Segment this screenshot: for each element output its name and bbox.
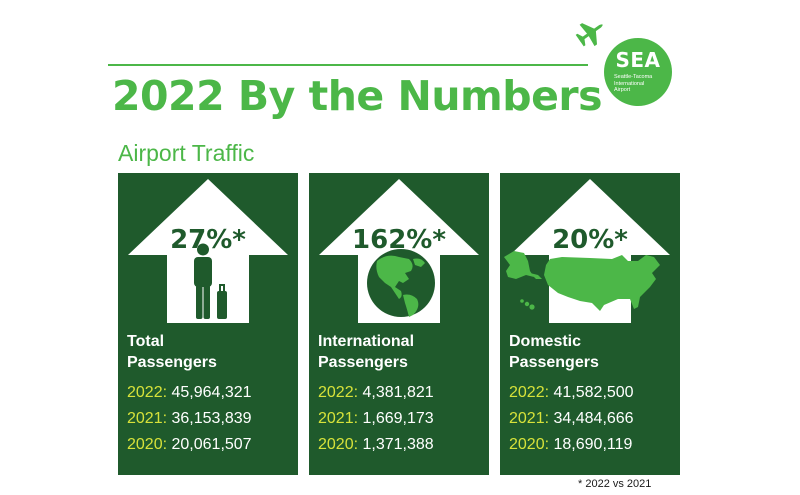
stats-list: 2022: 45,964,321 2021: 36,153,839 2020: … [127, 380, 252, 458]
stat-row: 2021: 36,153,839 [127, 406, 252, 432]
international-passengers-card: 162%* International Passengers 2022: 4,3… [309, 173, 489, 475]
footnote: * 2022 vs 2021 [578, 478, 652, 490]
stat-value: 4,381,821 [362, 384, 434, 401]
stat-year: 2020: [509, 436, 550, 453]
card-label: Domestic Passengers [509, 331, 599, 373]
stat-value: 36,153,839 [171, 410, 252, 427]
stat-year: 2022: [127, 384, 168, 401]
stat-year: 2021: [509, 410, 550, 427]
page-title: 2022 By the Numbers [112, 72, 603, 120]
sea-logo: SEA Seattle-Tacoma International Airport [604, 38, 672, 106]
stat-value: 1,669,173 [362, 410, 434, 427]
card-label-line2: Passengers [509, 354, 599, 371]
total-passengers-card: 27%* Total Passengers 2022: 45,964,321 2… [118, 173, 298, 475]
header-rule [108, 64, 588, 66]
stat-row: 2021: 34,484,666 [509, 406, 634, 432]
stat-year: 2022: [318, 384, 359, 401]
card-label: Total Passengers [127, 331, 217, 373]
stat-year: 2022: [509, 384, 550, 401]
stat-value: 34,484,666 [553, 410, 634, 427]
stat-value: 1,371,388 [362, 436, 434, 453]
globe-icon [367, 249, 435, 317]
percent-change: 20%* [552, 225, 628, 255]
section-title: Airport Traffic [118, 140, 255, 166]
stat-row: 2020: 1,371,388 [318, 432, 434, 458]
logo-name: Seattle-Tacoma International Airport [614, 74, 653, 93]
stat-row: 2021: 1,669,173 [318, 406, 434, 432]
card-label-line1: International [318, 333, 415, 350]
stat-year: 2021: [127, 410, 168, 427]
stats-list: 2022: 41,582,500 2021: 34,484,666 2020: … [509, 380, 634, 458]
stat-row: 2022: 41,582,500 [509, 380, 634, 406]
stat-value: 41,582,500 [553, 384, 634, 401]
stat-value: 20,061,507 [171, 436, 252, 453]
stat-year: 2021: [318, 410, 359, 427]
card-label: International Passengers [318, 331, 414, 373]
us-map-icon [504, 251, 660, 311]
stat-year: 2020: [318, 436, 359, 453]
traveler-icon [194, 243, 227, 319]
stat-year: 2020: [127, 436, 168, 453]
domestic-passengers-card: 20%* Domestic Passengers 2022: 41,582,50… [500, 173, 680, 475]
stat-row: 2022: 4,381,821 [318, 380, 434, 406]
stat-row: 2022: 45,964,321 [127, 380, 252, 406]
card-label-line1: Total [127, 333, 165, 350]
airplane-icon [575, 23, 603, 47]
stat-row: 2020: 18,690,119 [509, 432, 634, 458]
logo-mark: SEA [615, 48, 661, 72]
card-label-line1: Domestic [509, 333, 582, 350]
stat-value: 18,690,119 [553, 436, 633, 453]
stats-list: 2022: 4,381,821 2021: 1,669,173 2020: 1,… [318, 380, 434, 458]
stat-value: 45,964,321 [171, 384, 252, 401]
card-label-line2: Passengers [127, 354, 217, 371]
card-label-line2: Passengers [318, 354, 408, 371]
stat-row: 2020: 20,061,507 [127, 432, 252, 458]
